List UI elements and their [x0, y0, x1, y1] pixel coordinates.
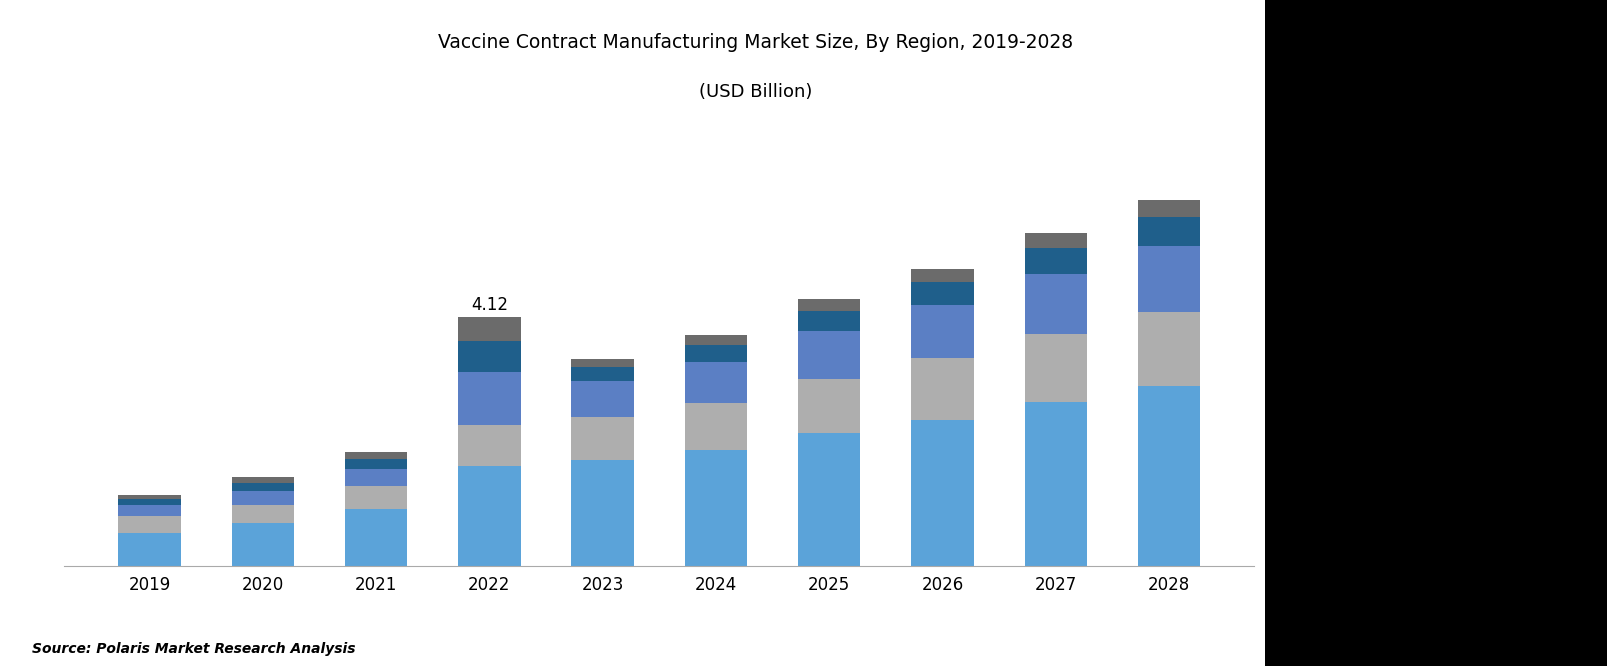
Bar [797, 330, 860, 379]
Bar [1138, 312, 1199, 386]
Bar [911, 358, 972, 420]
Bar [911, 305, 972, 358]
Bar [1024, 233, 1086, 248]
Bar [1024, 274, 1086, 334]
Bar [346, 486, 407, 509]
Bar [346, 469, 407, 486]
Bar [1024, 402, 1086, 566]
Bar [119, 505, 180, 516]
Text: 4.12: 4.12 [471, 296, 508, 314]
Bar [797, 379, 860, 434]
Text: (USD Billion): (USD Billion) [699, 83, 812, 101]
Bar [570, 417, 633, 460]
Bar [797, 434, 860, 566]
Bar [231, 478, 294, 484]
Bar [346, 509, 407, 566]
Bar [119, 516, 180, 533]
Bar [911, 420, 972, 566]
Bar [1138, 246, 1199, 312]
Bar [570, 460, 633, 566]
Bar [570, 368, 633, 381]
Bar [1024, 334, 1086, 402]
Bar [1138, 200, 1199, 217]
Bar [458, 341, 521, 372]
Bar [458, 317, 521, 341]
Bar [1024, 248, 1086, 274]
Bar [797, 310, 860, 330]
Bar [797, 299, 860, 310]
Bar [1138, 386, 1199, 566]
Bar [685, 450, 747, 566]
Bar [911, 269, 972, 282]
Bar [119, 499, 180, 505]
Bar [231, 505, 294, 523]
Bar [458, 426, 521, 466]
Bar [685, 345, 747, 362]
Bar [346, 460, 407, 469]
Bar [231, 484, 294, 492]
Text: Vaccine Contract Manufacturing Market Size, By Region, 2019-2028: Vaccine Contract Manufacturing Market Si… [439, 33, 1072, 53]
Bar [119, 495, 180, 499]
Bar [911, 282, 972, 305]
Bar [458, 372, 521, 426]
Bar [570, 359, 633, 368]
Bar [570, 381, 633, 417]
Bar [119, 533, 180, 566]
Bar [685, 362, 747, 403]
Bar [1138, 217, 1199, 246]
Bar [458, 466, 521, 566]
Bar [685, 403, 747, 450]
Bar [231, 492, 294, 505]
Bar [685, 336, 747, 345]
Bar [231, 523, 294, 566]
Text: Source: Polaris Market Research Analysis: Source: Polaris Market Research Analysis [32, 642, 355, 656]
Bar [346, 452, 407, 460]
